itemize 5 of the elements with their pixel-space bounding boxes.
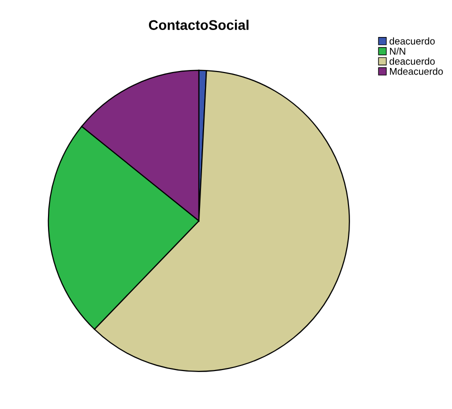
chart-title: ContactoSocial — [148, 20, 248, 30]
legend-label: deacuerdo — [390, 37, 435, 45]
legend-label: N/N — [390, 48, 406, 55]
legend-label: Mdeacuerdo — [390, 68, 443, 75]
legend-label: deacuerdo — [390, 58, 435, 65]
